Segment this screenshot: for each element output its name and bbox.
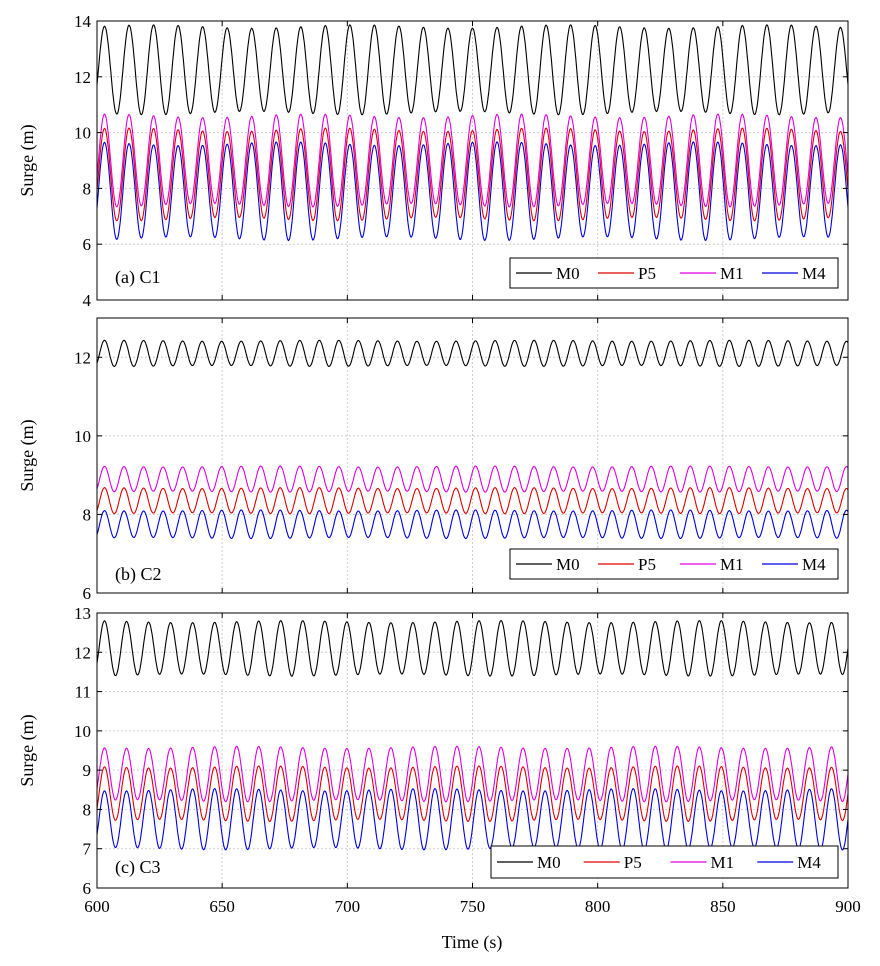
grid	[97, 21, 848, 300]
y-tick-label: 10	[74, 427, 91, 446]
series-line-m0	[97, 339, 848, 368]
legend-label-m0: M0	[537, 853, 561, 872]
x-tick-label: 650	[209, 897, 235, 916]
y-tick-label: 6	[83, 584, 92, 603]
legend: M0 P5 M1 M4	[509, 548, 839, 580]
series-line-m1	[97, 465, 848, 493]
y-tick-label: 12	[74, 643, 91, 662]
legend-label-m1: M1	[720, 555, 744, 574]
y-axis-label: Surge (m)	[17, 124, 38, 196]
y-tick-label: 12	[74, 68, 91, 87]
series-line-p5	[97, 765, 848, 823]
legend-label-m4: M4	[797, 853, 821, 872]
panel-c3: 6 7 8 9 10 11 12 13 600 650 700 750 800 850 900 Surge (…	[17, 604, 861, 916]
legend-label-m0: M0	[556, 555, 580, 574]
panel-tag: (c) C3	[115, 857, 160, 878]
panels: 4 6 8 10 12 14 Surge (m) (a) C1 M0 P5 M1 M4 6 8 10 12 Su…	[17, 12, 861, 916]
legend: M0 P5 M1 M4	[509, 257, 839, 289]
y-axis-label: Surge (m)	[17, 714, 38, 786]
legend-label-m4: M4	[802, 264, 826, 283]
series-line-m1	[97, 113, 848, 208]
series-line-p5	[97, 486, 848, 515]
legend-label-m4: M4	[802, 555, 826, 574]
y-tick-label: 9	[83, 761, 92, 780]
legend-label-p5: P5	[638, 555, 656, 574]
legend: M0 P5 M1 M4	[490, 845, 839, 879]
y-tick-label: 8	[83, 505, 92, 524]
y-tick-label: 6	[83, 879, 92, 898]
grid	[97, 318, 848, 593]
panel-tag: (a) C1	[115, 267, 160, 288]
legend-label-m0: M0	[556, 264, 580, 283]
series-line-m4	[97, 787, 848, 851]
y-tick-label: 8	[83, 179, 92, 198]
x-tick-label: 600	[84, 897, 110, 916]
legend-label-m1: M1	[720, 264, 744, 283]
series-line-m1	[97, 745, 848, 803]
x-tick-label: 900	[835, 897, 861, 916]
series-group	[97, 24, 848, 242]
series-group	[97, 339, 848, 540]
x-tick-label: 850	[710, 897, 736, 916]
y-tick-label: 8	[83, 800, 92, 819]
y-tick-label: 11	[75, 683, 91, 702]
legend-label-m1: M1	[711, 853, 735, 872]
series-line-m0	[97, 24, 848, 116]
x-axis-label: Time (s)	[442, 932, 503, 953]
legend-label-p5: P5	[638, 264, 656, 283]
x-tick-label: 700	[335, 897, 361, 916]
panel-c1: 4 6 8 10 12 14 Surge (m) (a) C1 M0 P5 M1 M4	[17, 12, 849, 310]
series-line-p5	[97, 127, 848, 222]
x-tick-label: 800	[585, 897, 611, 916]
y-axis-label: Surge (m)	[17, 419, 38, 491]
y-tick-label: 12	[74, 348, 91, 367]
y-tick-label: 7	[83, 840, 92, 859]
y-tick-label: 6	[83, 235, 92, 254]
y-tick-label: 10	[74, 722, 91, 741]
series-line-m0	[97, 620, 848, 677]
series-group	[97, 620, 848, 851]
y-tick-label: 10	[74, 124, 91, 143]
y-tick-label: 14	[74, 12, 92, 31]
panel-tag: (b) C2	[115, 564, 162, 585]
legend-label-p5: P5	[624, 853, 642, 872]
x-tick-label: 750	[460, 897, 486, 916]
series-line-m4	[97, 509, 848, 540]
series-line-m4	[97, 141, 848, 242]
y-tick-label: 4	[83, 291, 92, 310]
panel-c2: 6 8 10 12 Surge (m) (b) C2 M0 P5 M1 M4	[17, 317, 849, 603]
y-tick-label: 13	[74, 604, 91, 623]
